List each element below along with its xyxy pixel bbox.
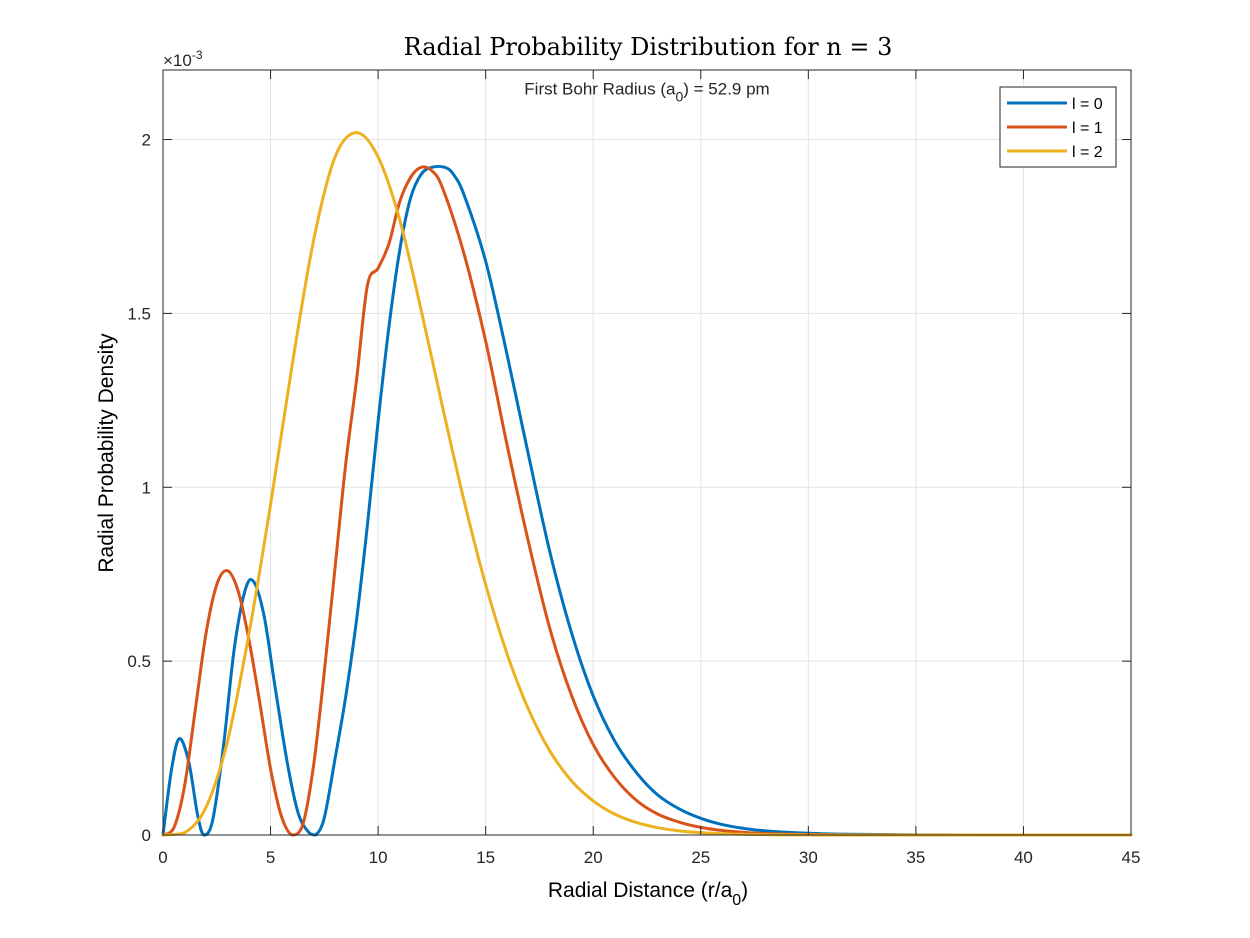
x-tick-label: 25 <box>691 848 710 867</box>
y-tick-label: 0 <box>142 826 151 845</box>
x-tick-label: 30 <box>799 848 818 867</box>
y-tick-label: 0.5 <box>127 652 151 671</box>
x-tick-label: 20 <box>584 848 603 867</box>
y-tick-label: 2 <box>142 131 151 150</box>
x-tick-label: 5 <box>266 848 275 867</box>
x-ticks: 0 5 10 15 20 25 30 35 40 45 <box>158 70 1140 867</box>
x-axis-label: Radial Distance (r/a0) <box>548 879 748 909</box>
y-exponent-label: ×10-3 <box>163 48 203 70</box>
legend-label: l = 2 <box>1072 144 1103 161</box>
x-tick-label: 35 <box>906 848 925 867</box>
y-tick-label: 1 <box>142 478 151 497</box>
x-tick-label: 0 <box>158 848 167 867</box>
bohr-radius-annotation: First Bohr Radius (a0) = 52.9 pm <box>524 79 769 104</box>
legend-label: l = 0 <box>1072 96 1103 113</box>
x-tick-label: 40 <box>1014 848 1033 867</box>
series-line-0 <box>161 164 1133 837</box>
x-tick-label: 10 <box>369 848 388 867</box>
legend: l = 0 l = 1 l = 2 <box>999 86 1117 168</box>
y-ticks: 0 0.5 1 1.5 2 <box>127 131 1131 845</box>
x-tick-label: 45 <box>1122 848 1141 867</box>
chart-title: Radial Probability Distribution for n = … <box>404 33 893 61</box>
x-tick-label: 15 <box>476 848 495 867</box>
legend-label: l = 1 <box>1072 120 1103 137</box>
y-axis-label: Radial Probability Density <box>95 333 118 573</box>
y-tick-label: 1.5 <box>127 304 151 323</box>
axes-box <box>162 69 1132 836</box>
